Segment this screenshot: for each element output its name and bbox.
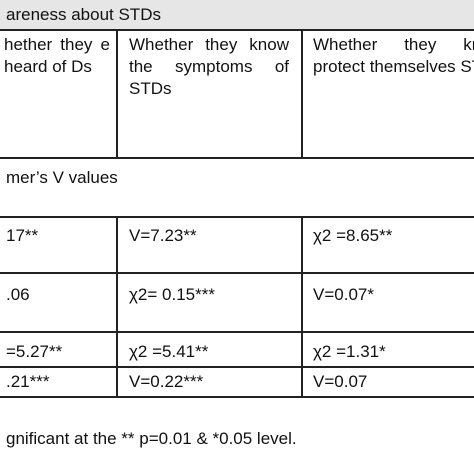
row3-col2: χ2 =5.41** — [129, 342, 209, 361]
header-col1: hether they e heard of Ds — [4, 35, 110, 76]
row4-col2: V=0.22*** — [129, 372, 204, 391]
header-col3-text: Whether they know protect themselves STD… — [313, 35, 474, 76]
rule — [0, 157, 474, 159]
row4-col3: V=0.07 — [313, 372, 368, 391]
row2-col2: χ2= 0.15*** — [129, 285, 215, 304]
table-title: areness about STDs — [6, 5, 161, 24]
header-col3: Whether they know protect themselves STD… — [307, 32, 474, 80]
rule — [0, 216, 474, 218]
rule — [0, 272, 474, 274]
row1-col3: χ2 =8.65** — [313, 226, 393, 245]
rule — [0, 366, 474, 368]
table-title-bar — [0, 0, 474, 29]
row4-col1: .21*** — [6, 372, 50, 391]
rule — [0, 396, 474, 398]
row3-col1: =5.27** — [6, 342, 63, 361]
footnote: gnificant at the ** p=0.01 & *0.05 level… — [6, 429, 297, 448]
row1-col2: V=7.23** — [129, 226, 197, 245]
rule — [0, 29, 474, 31]
row1-col1: 17** — [6, 226, 39, 245]
rule — [116, 216, 118, 396]
section-label: mer’s V values — [6, 168, 118, 187]
rule — [116, 29, 118, 157]
row2-col1: .06 — [6, 285, 30, 304]
rule — [301, 29, 303, 157]
rule — [301, 216, 303, 396]
row2-col3: V=0.07* — [313, 285, 374, 304]
row3-col3: χ2 =1.31* — [313, 342, 386, 361]
header-col2: Whether they know the symptoms of STDs — [129, 35, 289, 98]
rule — [0, 331, 474, 333]
